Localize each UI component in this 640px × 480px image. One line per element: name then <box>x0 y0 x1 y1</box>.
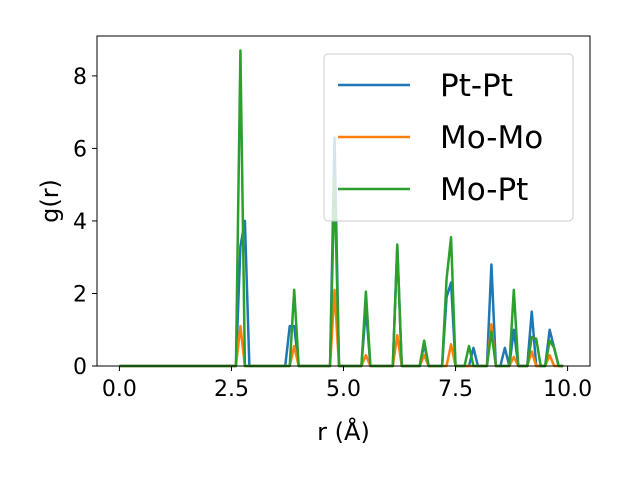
legend-box <box>323 53 574 222</box>
legend-label: Pt-Pt <box>440 68 513 104</box>
x-tick-label: 7.5 <box>438 377 473 402</box>
y-tick-label: 6 <box>73 137 87 162</box>
legend: Pt-Pt Mo-Mo Mo-Pt <box>323 53 574 222</box>
x-tick-label: 0.0 <box>102 377 137 402</box>
y-axis: 0 2 4 6 8 <box>73 65 97 380</box>
y-tick-label: 0 <box>73 355 87 380</box>
y-axis-label: g(r) <box>36 179 64 223</box>
x-tick-label: 5.0 <box>326 377 361 402</box>
legend-label: Mo-Pt <box>440 172 528 208</box>
y-tick-label: 2 <box>73 282 87 307</box>
y-tick-label: 8 <box>73 65 87 90</box>
x-axis: 0.0 2.5 5.0 7.5 10.0 <box>102 366 592 402</box>
x-tick-label: 2.5 <box>214 377 249 402</box>
y-tick-label: 4 <box>73 210 87 235</box>
legend-label: Mo-Mo <box>440 120 543 156</box>
x-tick-label: 10.0 <box>543 377 592 402</box>
x-axis-label: r (Å) <box>317 417 370 446</box>
